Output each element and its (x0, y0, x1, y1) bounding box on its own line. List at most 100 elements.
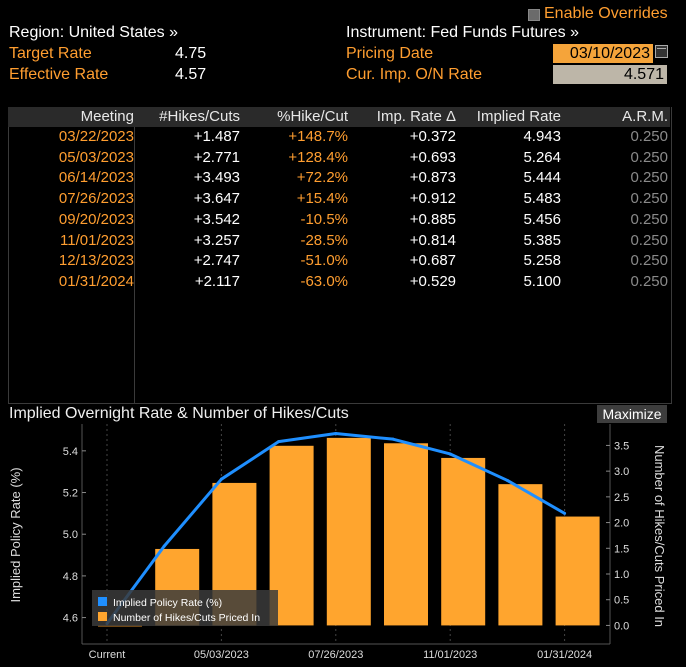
y-left-axis-label: Implied Policy Rate (%) (8, 467, 23, 602)
cell-hikes-cuts: +3.493 (193, 169, 240, 187)
implied-rate-point-3 (277, 440, 281, 444)
implied-rate-point-4 (334, 432, 338, 436)
col-meeting[interactable]: Meeting (80, 108, 134, 125)
cell-imp-rate-delta: +0.873 (409, 169, 456, 187)
cell-imp-rate-delta: +0.372 (409, 128, 456, 145)
implied-rate-point-0 (105, 622, 109, 626)
col-arm[interactable]: A.R.M. (622, 108, 668, 125)
bar-hikes-2 (212, 482, 257, 626)
x-tick-label: Current (89, 649, 126, 661)
bar-hikes-7 (498, 484, 543, 626)
cell-pct-hike-cut: +148.7% (288, 128, 348, 145)
cell-implied-rate: 5.385 (523, 231, 561, 249)
bar-hikes-4 (326, 437, 371, 626)
cur-imp-rate-label: Cur. Imp. O/N Rate (346, 66, 483, 83)
cell-pct-hike-cut: -10.5% (300, 210, 348, 228)
x-tick-label: 05/03/2023 (194, 649, 249, 661)
legend-label-0: Implied Policy Rate (%) (113, 597, 222, 609)
cell-implied-rate: 5.444 (523, 169, 561, 187)
col-hikes-cuts[interactable]: #Hikes/Cuts (159, 108, 240, 125)
cell-arm: 0.250 (630, 272, 668, 290)
x-tick-label: 01/31/2024 (537, 649, 592, 661)
enable-overrides-label[interactable]: Enable Overrides (544, 5, 668, 22)
col-pct-hike-cut[interactable]: %Hike/Cut (277, 108, 348, 125)
cell-imp-rate-delta: +0.687 (409, 252, 456, 270)
bar-hikes-3 (269, 445, 314, 626)
y-right-tick-label: 3.5 (614, 440, 629, 452)
cell-meeting[interactable]: 12/13/2023 (58, 252, 134, 270)
region-selector[interactable]: Region: United States » (9, 24, 178, 41)
cell-implied-rate: 5.456 (523, 210, 561, 228)
cell-arm: 0.250 (630, 210, 668, 228)
implied-rate-point-2 (219, 477, 223, 481)
bar-hikes-8 (555, 516, 600, 626)
cell-implied-rate: 5.483 (523, 190, 561, 208)
y-left-tick-label: 4.8 (63, 571, 78, 583)
column-divider (134, 127, 135, 403)
cell-arm: 0.250 (630, 190, 668, 208)
implied-rate-point-8 (563, 511, 567, 515)
implied-rate-line (105, 432, 566, 625)
cell-hikes-cuts: +2.117 (194, 272, 240, 290)
cell-implied-rate: 4.943 (523, 128, 561, 145)
cell-imp-rate-delta: +0.885 (409, 210, 456, 228)
col-implied-rate[interactable]: Implied Rate (476, 108, 561, 125)
y-right-axis-label: Number of Hikes/Cuts Priced In (652, 445, 667, 627)
x-tick-label: 11/01/2023 (423, 649, 477, 661)
cell-pct-hike-cut: +128.4% (288, 148, 348, 166)
implied-rate-point-7 (505, 478, 509, 482)
cell-arm: 0.250 (630, 252, 668, 270)
cell-meeting[interactable]: 09/20/2023 (58, 210, 134, 228)
cell-meeting[interactable]: 05/03/2023 (58, 148, 134, 166)
cell-pct-hike-cut: +15.4% (296, 190, 348, 208)
cell-implied-rate: 5.100 (523, 272, 561, 290)
pricing-date-label: Pricing Date (346, 45, 434, 62)
cell-arm: 0.250 (630, 128, 668, 145)
cell-hikes-cuts: +3.257 (193, 231, 240, 249)
cur-imp-rate-field[interactable]: 4.571 (553, 65, 667, 84)
cell-imp-rate-delta: +0.912 (409, 190, 456, 208)
target-rate-value: 4.75 (175, 45, 207, 62)
col-imp-rate-delta[interactable]: Imp. Rate Δ (376, 108, 456, 125)
y-right-tick-label: 0.0 (614, 620, 629, 632)
implied-rate-point-1 (162, 544, 166, 548)
cell-pct-hike-cut: +72.2% (296, 169, 348, 187)
cell-arm: 0.250 (630, 148, 668, 166)
instrument-selector[interactable]: Instrument: Fed Funds Futures » (346, 24, 579, 41)
y-left-tick-label: 4.6 (63, 613, 78, 625)
cell-arm: 0.250 (630, 169, 668, 187)
chart-legend (92, 590, 278, 626)
cell-imp-rate-delta: +0.529 (409, 272, 456, 290)
x-tick-label: 07/26/2023 (308, 649, 363, 661)
bar-hikes-0 (98, 625, 142, 627)
legend-swatch-0 (98, 597, 107, 606)
cell-meeting[interactable]: 11/01/2023 (60, 231, 134, 249)
legend-label-1: Number of Hikes/Cuts Priced In (113, 612, 260, 624)
y-right-tick-label: 0.5 (614, 595, 629, 607)
table-header (8, 107, 670, 127)
calendar-icon[interactable] (655, 45, 668, 58)
cell-meeting[interactable]: 06/14/2023 (58, 169, 134, 187)
legend-swatch-1 (98, 612, 107, 621)
cell-hikes-cuts: +1.487 (193, 128, 240, 145)
cell-hikes-cuts: +2.747 (193, 252, 240, 270)
pricing-date-field[interactable]: 03/10/2023 (553, 44, 653, 63)
cell-hikes-cuts: +3.542 (193, 210, 240, 228)
meetings-table (8, 107, 672, 404)
implied-rate-point-5 (391, 437, 395, 441)
maximize-button[interactable]: Maximize (597, 405, 667, 423)
y-right-tick-label: 2.0 (614, 518, 629, 530)
cell-arm: 0.250 (630, 231, 668, 249)
cell-pct-hike-cut: -51.0% (300, 252, 348, 270)
y-left-tick-label: 5.2 (63, 488, 78, 500)
cell-meeting[interactable]: 03/22/2023 (58, 128, 134, 145)
cell-meeting[interactable]: 07/26/2023 (58, 190, 134, 208)
cell-hikes-cuts: +3.647 (193, 190, 240, 208)
enable-overrides-checkbox[interactable] (528, 9, 540, 21)
target-rate-label: Target Rate (9, 45, 92, 62)
cell-imp-rate-delta: +0.814 (409, 231, 456, 249)
cell-imp-rate-delta: +0.693 (409, 148, 456, 166)
y-right-tick-label: 1.5 (614, 543, 629, 555)
cell-meeting[interactable]: 01/31/2024 (58, 272, 134, 290)
y-right-tick-label: 1.0 (614, 569, 629, 581)
